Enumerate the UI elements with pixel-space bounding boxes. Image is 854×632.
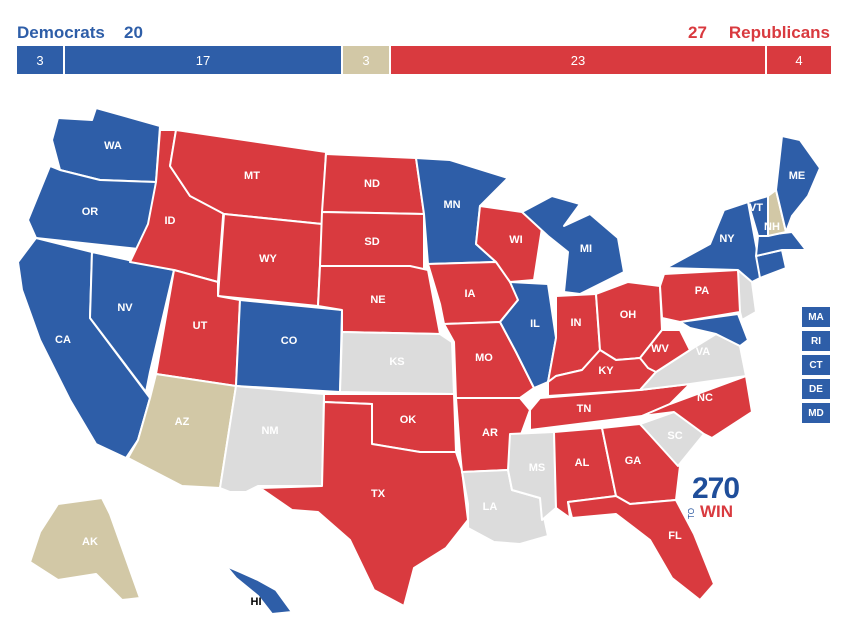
bar-segment-tossup[interactable]: 3 — [341, 46, 389, 74]
state-il[interactable] — [499, 281, 557, 389]
label-il: IL — [530, 318, 540, 330]
label-fl: FL — [668, 530, 682, 542]
label-ga: GA — [625, 455, 642, 467]
republicans-label: Republicans — [728, 23, 830, 42]
democrats-label: Democrats — [17, 23, 105, 42]
state-nm[interactable] — [219, 385, 325, 493]
state-me[interactable] — [775, 135, 821, 233]
label-ok: OK — [400, 414, 417, 426]
label-me: ME — [789, 170, 806, 182]
label-az: AZ — [175, 416, 190, 428]
label-nh: NH — [764, 221, 780, 233]
label-mo: MO — [475, 352, 493, 364]
state-ks[interactable] — [339, 331, 455, 395]
label-wa: WA — [104, 140, 122, 152]
label-mt: MT — [244, 170, 260, 182]
seat-balance-bar: 3 17 3 23 4 — [17, 46, 831, 74]
label-tx: TX — [371, 488, 386, 500]
270towin-logo: 270 TO WIN — [686, 472, 748, 521]
label-vt: VT — [749, 202, 763, 214]
label-pa: PA — [695, 285, 710, 297]
label-id: ID — [165, 215, 176, 227]
label-la: LA — [483, 501, 498, 513]
state-md[interactable] — [679, 313, 749, 347]
state-hi[interactable] — [225, 565, 293, 615]
democrats-total: 20 — [124, 23, 143, 42]
state-wv[interactable] — [639, 329, 691, 373]
label-ak: AK — [82, 536, 98, 548]
header: Democrats 20 27 Republicans — [0, 0, 854, 46]
state-nc[interactable] — [641, 375, 753, 439]
small-state-ma[interactable]: MA — [802, 307, 830, 327]
label-sc: SC — [667, 430, 682, 442]
label-hi: HI — [251, 596, 262, 608]
label-ny: NY — [719, 233, 735, 245]
label-ar: AR — [482, 427, 498, 439]
logo-to: TO — [686, 508, 696, 519]
label-oh: OH — [620, 309, 637, 321]
label-ms: MS — [529, 462, 546, 474]
state-fl[interactable] — [567, 495, 715, 601]
label-ky: KY — [598, 365, 614, 377]
label-sd: SD — [364, 236, 379, 248]
small-state-ct[interactable]: CT — [802, 355, 830, 375]
label-ne: NE — [370, 294, 385, 306]
logo-win: WIN — [700, 502, 734, 521]
bar-segment-lean-dem[interactable]: 17 — [63, 46, 341, 74]
small-state-ri[interactable]: RI — [802, 331, 830, 351]
bar-segment-lean-rep[interactable]: 23 — [389, 46, 765, 74]
small-state-md[interactable]: MD — [802, 403, 830, 423]
label-ks: KS — [389, 356, 404, 368]
label-nm: NM — [261, 425, 278, 437]
label-mi: MI — [580, 243, 592, 255]
republicans-total: 27 — [688, 23, 707, 42]
bar-segment-safe-dem[interactable]: 3 — [17, 46, 63, 74]
label-ut: UT — [193, 320, 208, 332]
label-al: AL — [575, 457, 590, 469]
small-state-de[interactable]: DE — [802, 379, 830, 399]
label-tn: TN — [577, 403, 592, 415]
label-mn: MN — [443, 199, 460, 211]
label-ca: CA — [55, 334, 71, 346]
label-nv: NV — [117, 302, 133, 314]
state-ny[interactable] — [665, 201, 761, 283]
label-co: CO — [281, 335, 298, 347]
label-or: OR — [82, 206, 99, 218]
label-wv: WV — [651, 343, 669, 355]
label-va: VA — [696, 346, 711, 358]
label-nd: ND — [364, 178, 380, 190]
state-mi[interactable] — [521, 195, 625, 295]
label-in: IN — [571, 317, 582, 329]
state-tx[interactable] — [259, 401, 469, 607]
label-wi: WI — [509, 234, 522, 246]
logo-number: 270 — [692, 472, 740, 505]
label-nc: NC — [697, 392, 713, 404]
label-wy: WY — [259, 253, 277, 265]
bar-segment-safe-rep[interactable]: 4 — [765, 46, 831, 74]
small-states-legend: MA RI CT DE MD — [802, 307, 830, 427]
state-ak[interactable] — [29, 497, 141, 601]
label-ia: IA — [465, 288, 476, 300]
